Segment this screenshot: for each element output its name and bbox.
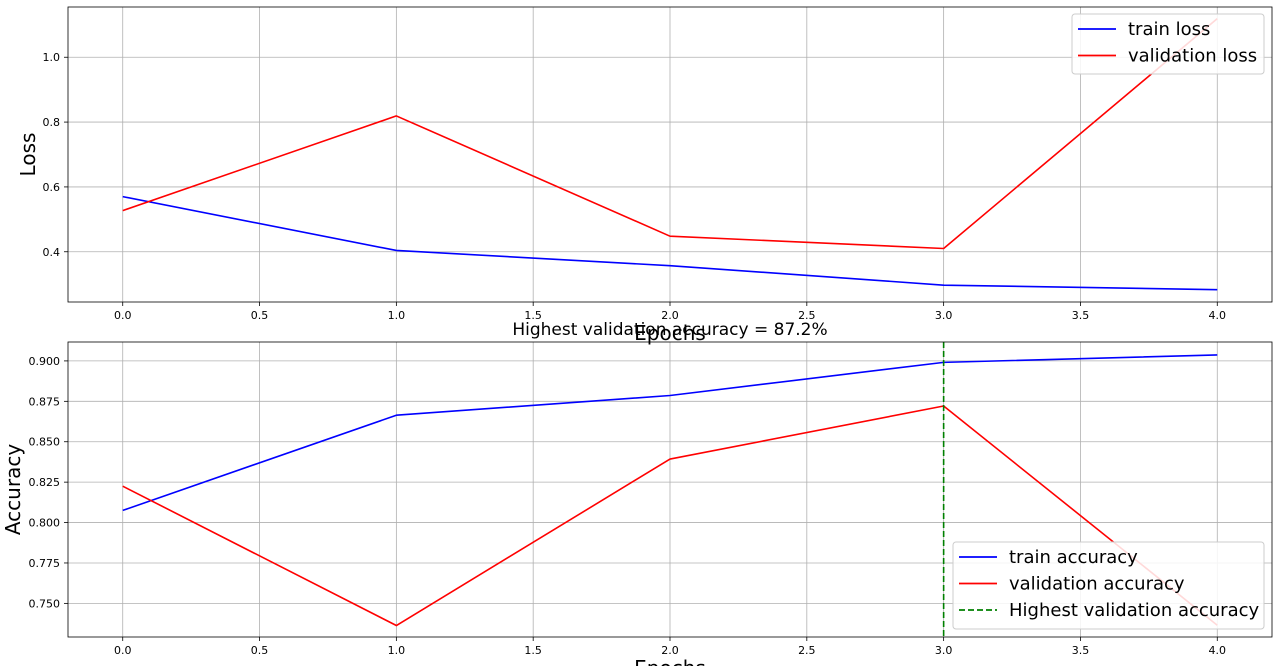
- x-tick-label: 0.5: [251, 309, 269, 322]
- axes-frame: [67, 341, 1273, 638]
- x-tick-label: 4.0: [1209, 644, 1227, 657]
- y-tick-label: 0.4: [43, 246, 61, 259]
- chart-panel-2: 0.0 0.5 1.0 1.5 2.0 2.5 3.0 3.5 4.0 0.750 0.775 0.8…: [1, 320, 1273, 666]
- x-axis-label: Epochs: [634, 321, 706, 345]
- y-axis-label: Loss: [16, 133, 40, 177]
- series-line-validation-loss: [122, 18, 1218, 250]
- x-tick-label: 0.0: [114, 309, 132, 322]
- x-axis-label: Epochs: [634, 656, 706, 666]
- legend-label: validation accuracy: [1009, 574, 1185, 595]
- legend-label: Highest validation accuracy: [1009, 600, 1260, 621]
- x-tick-label: 2.5: [798, 309, 816, 322]
- y-tick-label: 0.775: [29, 557, 61, 570]
- y-tick-label: 0.900: [29, 355, 61, 368]
- x-tick-label: 3.5: [1072, 309, 1090, 322]
- legend-label: train loss: [1128, 19, 1210, 40]
- x-tick-label: 3.5: [1072, 644, 1090, 657]
- y-tick-label: 0.6: [43, 181, 61, 194]
- x-tick-label: 2.5: [798, 644, 816, 657]
- legend-box: [952, 541, 1265, 630]
- y-tick-label: 0.750: [29, 597, 61, 610]
- legend: train accuracy validation accuracy Highest…: [952, 541, 1265, 630]
- y-tick-label: 0.800: [29, 517, 61, 530]
- y-tick-label: 1.0: [43, 51, 61, 64]
- y-axis-label: Accuracy: [1, 444, 25, 535]
- series-line-train-accuracy: [122, 354, 1218, 512]
- chart-panel-1: 0.0 0.5 1.0 1.5 2.0 2.5 3.0 3.5 4.0 0.4 0.6 0.8 1.0 L…: [16, 6, 1273, 345]
- y-tick-label: 0.875: [29, 395, 61, 408]
- x-tick-label: 3.0: [935, 309, 953, 322]
- x-tick-label: 0.5: [251, 644, 269, 657]
- chart-title: Highest validation accuracy = 87.2%: [512, 320, 827, 340]
- x-tick-label: 1.0: [388, 309, 406, 322]
- legend: train loss validation loss: [1071, 13, 1265, 75]
- y-tick-label: 0.850: [29, 436, 61, 449]
- x-tick-label: 0.0: [114, 644, 132, 657]
- axes-frame: [67, 6, 1273, 303]
- x-tick-label: 3.0: [935, 644, 953, 657]
- x-tick-label: 2.0: [661, 644, 679, 657]
- x-tick-label: 4.0: [1209, 309, 1227, 322]
- legend-label: validation loss: [1128, 46, 1257, 67]
- x-tick-label: 2.0: [661, 309, 679, 322]
- y-tick-label: 0.8: [43, 116, 61, 129]
- y-tick-label: 0.825: [29, 476, 61, 489]
- x-tick-label: 1.5: [524, 309, 542, 322]
- legend-box: [1071, 13, 1265, 75]
- legend-label: train accuracy: [1009, 547, 1138, 568]
- x-tick-label: 1.0: [388, 644, 406, 657]
- x-tick-label: 1.5: [524, 644, 542, 657]
- series-line-train-loss: [122, 195, 1218, 291]
- series-line-validation-accuracy: [122, 405, 1218, 627]
